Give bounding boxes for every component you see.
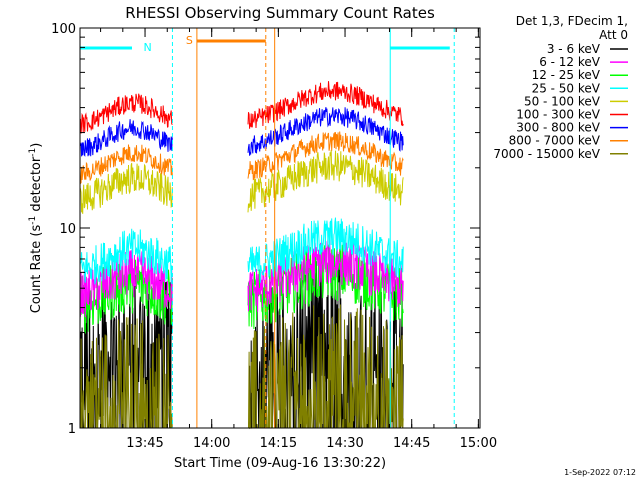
y-axis-label-main: Count Rate (s	[29, 225, 44, 314]
chart-title: RHESSI Observing Summary Count Rates	[125, 4, 435, 22]
axes-layer: 13:45 14:00 14:15 14:30 14:45 15:00 1 10 100	[51, 22, 497, 451]
series-line-25-50-kev	[79, 228, 173, 285]
legend-label: 3 - 6 keV	[547, 42, 601, 56]
y-tick-label: 100	[51, 22, 76, 37]
y-axis-label-mid: detector	[29, 156, 44, 216]
legend-label: 12 - 25 keV	[532, 68, 601, 82]
footer-timestamp: 1-Sep-2022 07:12	[564, 468, 636, 477]
series-line-6-12-kev	[247, 237, 404, 312]
x-tick-label: 14:45	[393, 436, 430, 451]
marker-label-n: N	[143, 41, 151, 54]
y-tick-label: 1	[68, 422, 76, 437]
series-line-800-7000-kev	[79, 144, 173, 185]
series-line-50-100-kev	[247, 150, 404, 213]
y-axis-label-sup1: -1	[28, 216, 38, 225]
legend-label: 7000 - 15000 keV	[493, 147, 600, 161]
legend-label: 800 - 7000 keV	[509, 134, 601, 148]
y-axis-label-end: )	[29, 143, 44, 148]
legend-label: 300 - 800 keV	[516, 121, 600, 135]
x-axis-label: Start Time (09-Aug-16 13:30:22)	[174, 456, 386, 471]
legend-header-2: Att 0	[599, 28, 628, 42]
legend-label: 6 - 12 keV	[539, 55, 601, 69]
y-axis-label: Count Rate (s-1 detector-1)	[28, 143, 44, 314]
y-axis-label-sup2: -1	[28, 148, 38, 157]
series-line-300-800-kev	[79, 119, 173, 157]
series-line-50-100-kev	[79, 162, 173, 214]
x-tick-label: 14:15	[260, 436, 297, 451]
marker-label-s: S	[186, 34, 193, 47]
legend-header-1: Det 1,3, FDecim 1,	[516, 14, 628, 28]
x-tick-label: 14:30	[326, 436, 363, 451]
series-line-12-25-kev	[79, 256, 173, 335]
legend-label: 100 - 300 keV	[516, 108, 600, 122]
x-tick-label: 15:00	[460, 436, 497, 451]
x-tick-label: 13:45	[126, 436, 163, 451]
series-line-800-7000-kev	[247, 131, 404, 181]
series-line-25-50-kev	[247, 217, 404, 283]
series-line-100-300-kev	[247, 81, 404, 129]
series-line-300-800-kev	[247, 107, 404, 156]
series-line-7000-15000-kev	[80, 317, 173, 429]
legend-label: 50 - 100 keV	[524, 94, 601, 108]
legend-label: 25 - 50 keV	[532, 81, 601, 95]
y-tick-label: 10	[59, 222, 76, 237]
series-line-100-300-kev	[79, 93, 173, 134]
data-layer	[79, 81, 404, 430]
x-tick-label: 14:00	[193, 436, 230, 451]
